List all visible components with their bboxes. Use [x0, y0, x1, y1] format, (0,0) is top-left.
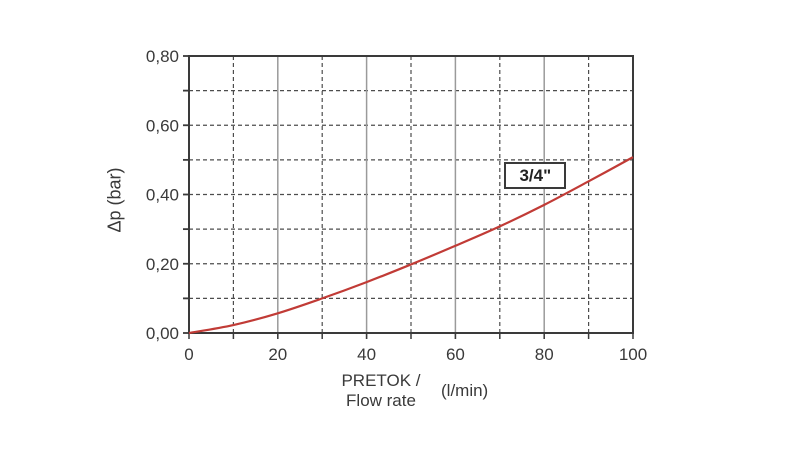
series-curve — [188, 156, 634, 335]
x-tick-label: 0 — [184, 345, 193, 364]
y-axis-title: Δp (bar) — [104, 167, 125, 233]
y-tick-label: 0,00 — [146, 324, 179, 343]
x-axis-title-line1: PRETOK / — [341, 371, 421, 390]
y-tick-label: 0,40 — [146, 186, 179, 205]
x-axis-unit: (l/min) — [441, 381, 489, 400]
y-tick-label: 0,80 — [146, 47, 179, 66]
x-axis-title-line2: Flow rate — [346, 391, 416, 410]
y-tick-label: 0,20 — [146, 255, 179, 274]
x-tick-label: 100 — [619, 345, 647, 364]
x-tick-label: 40 — [357, 345, 376, 364]
series-annotation-box: 3/4" — [504, 161, 567, 189]
x-tick-label: 80 — [535, 345, 554, 364]
x-tick-label: 60 — [446, 345, 465, 364]
y-tick-label: 0,60 — [146, 116, 179, 135]
x-tick-label: 20 — [268, 345, 287, 364]
plot-border — [188, 55, 634, 334]
x-axis-title: PRETOK / Flow rate — [331, 371, 431, 411]
